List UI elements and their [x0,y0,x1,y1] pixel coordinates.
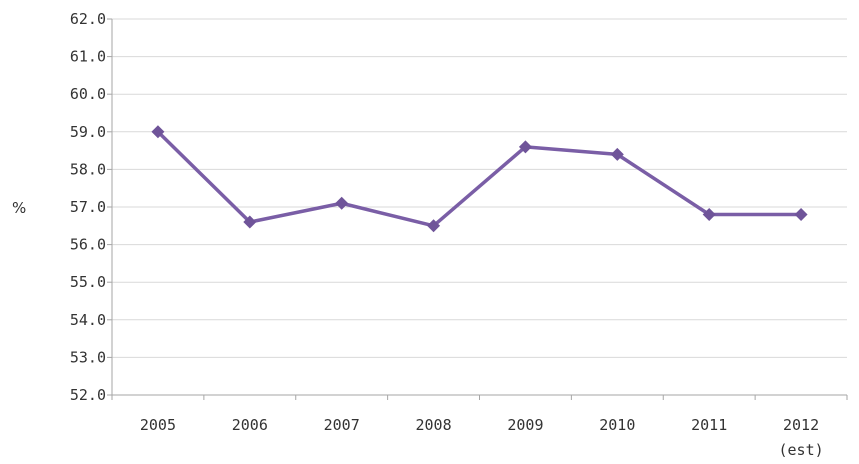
x-tick-sublabel: (est) [778,441,823,459]
x-tick-label: 2005 [140,416,176,434]
series-line-path [156,130,802,228]
y-tick-label: 59.0 [70,123,106,141]
y-tick-label: 54.0 [70,311,106,329]
x-tick-label: 2011 [691,416,727,434]
data-point-marker [610,147,624,161]
series-markers [151,125,808,233]
y-tick-label: 57.0 [70,198,106,216]
y-tick-label: 53.0 [70,348,106,366]
y-tick-label: 61.0 [70,48,106,66]
y-tick-label: 56.0 [70,236,106,254]
x-tick-label: 2007 [324,416,360,434]
y-axis-title: % [12,199,26,217]
y-tick-label: 55.0 [70,273,106,291]
x-tick-label: 2009 [507,416,543,434]
y-tick-label: 60.0 [70,85,106,103]
y-tick-label: 62.0 [70,10,106,28]
x-tick-label: 2008 [416,416,452,434]
data-point-marker [335,196,349,210]
y-tick-label: 58.0 [70,160,106,178]
data-point-marker [518,140,532,154]
x-tick-labels: 2005 2006 2007 2008 2009 2010 2011 2012 (est) [140,416,824,459]
series-line [156,130,802,228]
y-tick-labels: 52.0 53.0 54.0 55.0 56.0 57.0 58.0 59.0 60.0 61.0… [70,10,106,404]
axes [107,18,848,400]
data-point-marker [702,208,716,222]
data-point-marker [427,219,441,233]
data-point-marker [151,125,165,139]
y-tick-label: 52.0 [70,386,106,404]
gridlines [112,18,847,358]
data-point-marker [243,215,257,229]
x-tick-label: 2010 [599,416,635,434]
x-tick-label: 2012 [783,416,819,434]
data-point-marker [794,208,808,222]
x-tick-label: 2006 [232,416,268,434]
